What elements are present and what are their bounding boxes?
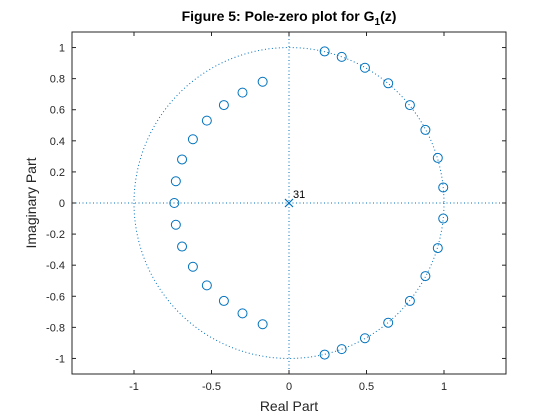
zero-marker xyxy=(336,51,347,62)
pole-multiplicity-label: 31 xyxy=(293,189,305,201)
zero-marker xyxy=(201,115,212,126)
zero-marker xyxy=(169,198,180,208)
zero-marker xyxy=(319,349,330,360)
chart-title-end: (z) xyxy=(380,8,396,24)
chart-title-main: Figure 5: Pole-zero plot for G xyxy=(182,8,375,24)
x-tick-label: -0.5 xyxy=(202,381,221,393)
zero-marker xyxy=(170,176,181,187)
zeros-layer xyxy=(169,46,449,360)
zero-marker xyxy=(420,271,431,282)
zero-marker xyxy=(218,295,229,306)
poles-layer xyxy=(284,198,294,208)
zero-marker xyxy=(187,134,198,145)
zero-marker xyxy=(218,100,229,111)
zero-marker xyxy=(319,46,330,57)
zero-marker xyxy=(177,241,188,252)
zero-marker xyxy=(237,87,248,98)
y-tick-label: -0.6 xyxy=(46,291,65,303)
x-tick-label: 0 xyxy=(286,381,292,393)
zero-marker xyxy=(432,243,443,254)
zero-marker xyxy=(177,154,188,165)
y-tick-label: -0.4 xyxy=(46,260,65,272)
x-tick-label: -1 xyxy=(129,381,139,393)
y-tick-label: -1 xyxy=(55,353,65,365)
zero-marker xyxy=(257,319,268,330)
y-tick-label: -0.8 xyxy=(46,322,65,334)
chart-title: Figure 5: Pole-zero plot for G1(z) xyxy=(182,8,397,28)
zero-marker xyxy=(383,78,394,89)
zero-marker xyxy=(201,280,212,291)
zero-marker xyxy=(404,100,415,111)
zero-marker xyxy=(404,295,415,306)
pole-marker xyxy=(284,198,294,208)
zero-marker xyxy=(438,213,449,224)
zero-marker xyxy=(359,62,370,73)
y-tick-label: 1 xyxy=(59,43,65,55)
zero-marker xyxy=(187,261,198,272)
zero-marker xyxy=(420,124,431,135)
y-tick-label: 0.4 xyxy=(50,136,65,148)
y-axis-title: Imaginary Part xyxy=(23,157,39,248)
chart-title-subscript: 1 xyxy=(375,17,381,28)
zero-marker xyxy=(432,152,443,163)
zero-marker xyxy=(257,76,268,87)
zero-marker xyxy=(383,317,394,328)
zero-marker xyxy=(336,344,347,355)
y-tick-label: 0.6 xyxy=(50,105,65,117)
zero-marker xyxy=(170,219,181,230)
y-tick-label: -0.2 xyxy=(46,229,65,241)
y-ticks-layer: -1 -0.8 -0.6 -0.4 -0.2 0 0.2 0.4 0.6 0.8 1 xyxy=(46,43,506,365)
zero-marker xyxy=(438,182,449,193)
x-ticks-layer: -1 -0.5 0 0.5 1 xyxy=(129,32,447,393)
x-tick-label: 1 xyxy=(441,381,447,393)
zero-marker xyxy=(237,308,248,319)
y-tick-label: 0 xyxy=(59,198,65,210)
x-tick-label: 0.5 xyxy=(359,381,374,393)
zero-marker xyxy=(359,333,370,344)
y-tick-label: 0.2 xyxy=(50,167,65,179)
y-tick-label: 0.8 xyxy=(50,74,65,86)
x-axis-title: Real Part xyxy=(260,398,318,414)
